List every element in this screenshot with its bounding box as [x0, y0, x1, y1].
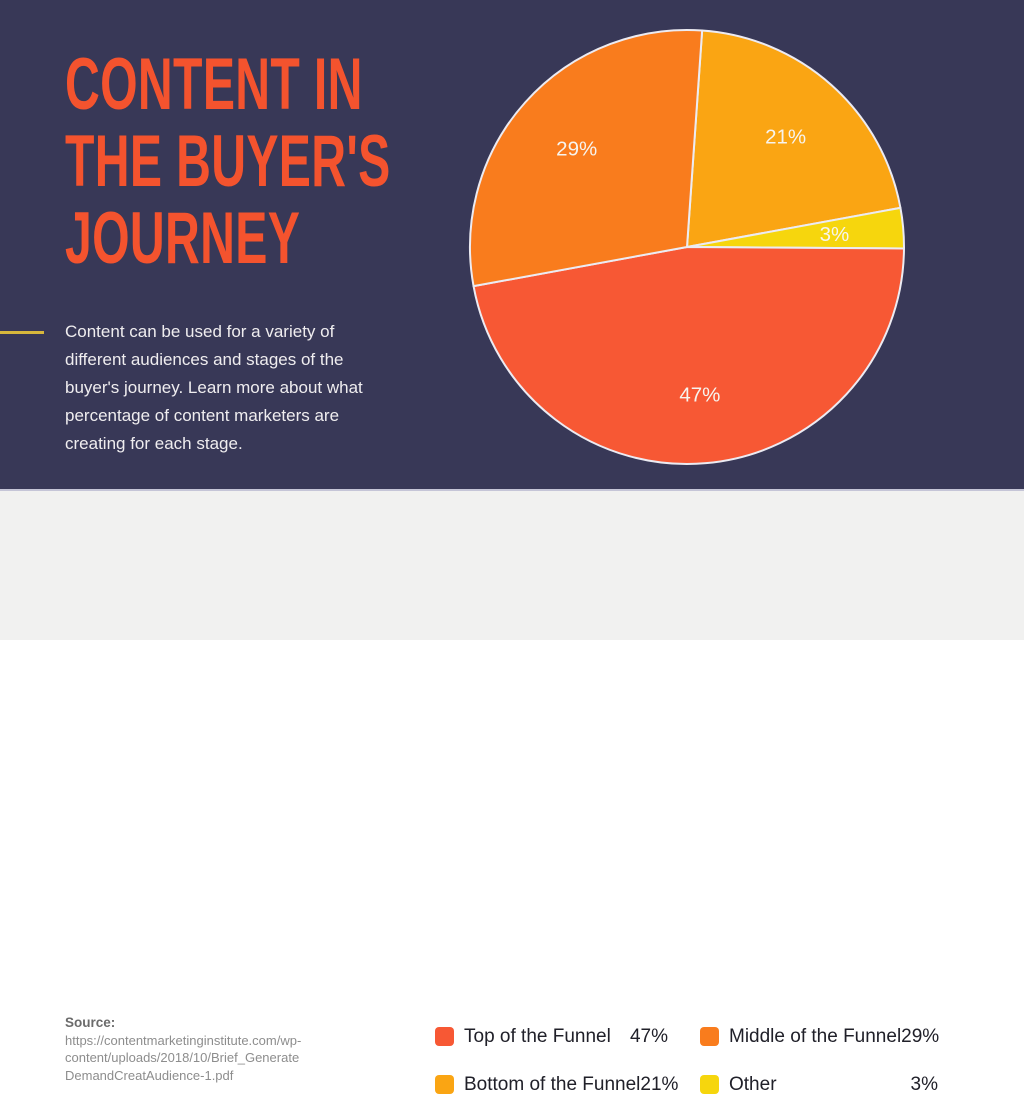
bottom-section: Source: https://contentmarketinginstitut…	[0, 489, 1024, 1095]
pie-slice-label-top-of-the-funnel: 47%	[679, 383, 720, 406]
legend-value: 3%	[910, 1073, 938, 1095]
pie-slice-middle-of-the-funnel	[469, 29, 704, 288]
legend-label: Middle of the Funnel	[729, 1025, 902, 1047]
legend-item-other: Other 3%	[700, 1074, 938, 1095]
top-section: CONTENT IN THE BUYER'S JOURNEY Content c…	[0, 0, 1024, 491]
pie-chart: 21% 3% 47% 29%	[469, 29, 905, 465]
legend-label: Top of the Funnel	[464, 1025, 611, 1047]
legend-label: Other	[729, 1073, 777, 1095]
legend-label: Bottom of the Funnel	[464, 1073, 641, 1095]
accent-line	[0, 331, 44, 334]
title-line-2: THE BUYER'S	[65, 121, 391, 202]
pie-slice-top-of-the-funnel	[472, 246, 905, 465]
source-url-line-1: https://contentmarketinginstitute.com/wp…	[65, 1032, 302, 1048]
legend-swatch-middle-of-the-funnel	[700, 1027, 719, 1046]
legend-value: 47%	[629, 1025, 668, 1047]
title-line-1: CONTENT IN	[65, 44, 363, 125]
page-title: CONTENT IN THE BUYER'S JOURNEY	[65, 46, 391, 277]
pie-slice-bottom-of-the-funnel	[686, 29, 902, 248]
description-text: Content can be used for a variety of dif…	[65, 322, 363, 453]
pie-slice-label-bottom-of-the-funnel: 21%	[765, 126, 806, 149]
source-url-line-2: content/uploads/2018/10/Brief_Generate	[65, 1050, 300, 1065]
legend-swatch-top-of-the-funnel	[435, 1027, 454, 1046]
legend-item-top-of-the-funnel: Top of the Funnel 47%	[435, 1026, 668, 1047]
legend-value: 29%	[901, 1025, 940, 1047]
source-block: Source: https://contentmarketinginstitut…	[65, 1014, 375, 1084]
source-url-line-3: DemandCreatAudience-1.pdf	[65, 1067, 234, 1083]
title-line-3: JOURNEY	[65, 198, 301, 279]
pie-slice-label-other: 3%	[820, 223, 850, 246]
legend-value: 21%	[640, 1073, 679, 1095]
legend-swatch-bottom-of-the-funnel	[435, 1075, 454, 1094]
legend-item-middle-of-the-funnel: Middle of the Funnel 29%	[700, 1025, 940, 1047]
legend-item-bottom-of-the-funnel: Bottom of the Funnel 21%	[435, 1073, 678, 1095]
pie-slice-label-middle-of-the-funnel: 29%	[556, 137, 597, 160]
chart-legend: Top of the Funnel 47% Middle of the Funn…	[435, 1025, 940, 1095]
legend-swatch-other	[700, 1075, 719, 1094]
source-label: Source:	[65, 1015, 116, 1030]
